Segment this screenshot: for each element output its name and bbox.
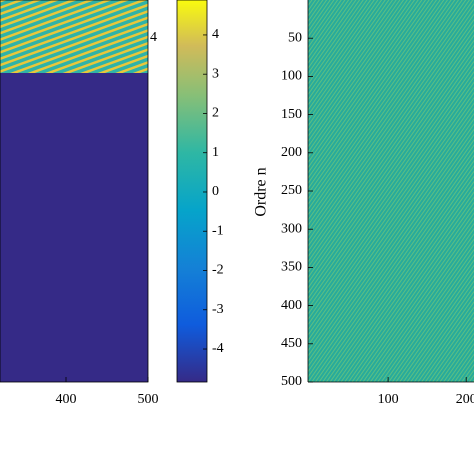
y-tick-label: 300 (281, 221, 302, 236)
image (308, 0, 474, 382)
colorbar-tick-label: 0 (212, 184, 219, 199)
y-tick-label: 450 (281, 336, 302, 351)
left-image (0, 0, 149, 383)
colorbar-tick-label: -2 (212, 263, 224, 278)
y-tick-label: 500 (281, 374, 302, 389)
x-tick-label: 500 (138, 392, 159, 407)
right-image (307, 0, 474, 383)
y-tick-label: 200 (281, 145, 302, 160)
axes-frame (0, 0, 149, 383)
colorbar-tick-label: 2 (212, 106, 219, 121)
y-tick-label: 250 (281, 183, 302, 198)
colorbar-tick-label: 1 (212, 145, 219, 160)
y-tick-label: 50 (288, 30, 302, 45)
colorbar (176, 0, 208, 383)
y-tick-label: 350 (281, 260, 302, 275)
y-tick-label: 150 (281, 107, 302, 122)
x-tick-label: 400 (56, 392, 77, 407)
colorbar-tick-label: -3 (212, 302, 224, 317)
x-tick-label: 200 (456, 392, 474, 407)
image-band (0, 0, 148, 73)
colorbar-tick-label: -4 (212, 341, 224, 356)
y-tick-label: 100 (281, 69, 302, 84)
y-axis-label: Ordre n (253, 167, 270, 216)
colorbar-tick-label: 3 (212, 66, 219, 81)
annotation: 4 (150, 30, 157, 45)
x-tick-label: 100 (378, 392, 399, 407)
colorbar-tick-label: 4 (212, 27, 219, 42)
colorbar-tick-label: -1 (212, 223, 224, 238)
y-tick-label: 400 (281, 298, 302, 313)
